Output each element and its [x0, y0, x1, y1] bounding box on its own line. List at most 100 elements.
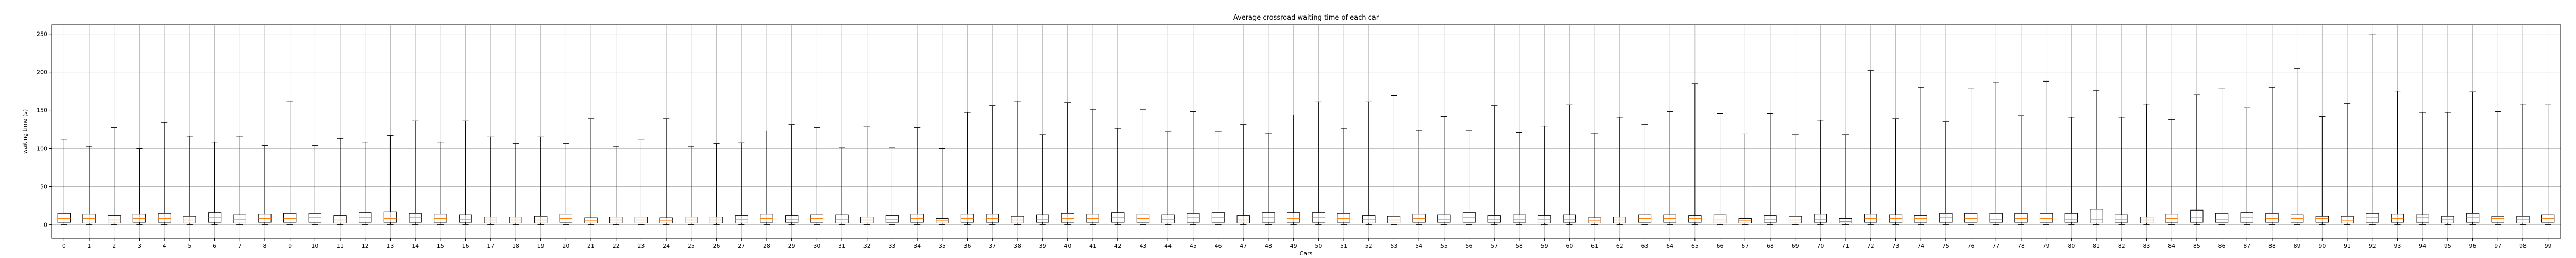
y-tick-label: 250 — [37, 31, 47, 38]
x-tick-label: 22 — [613, 243, 620, 249]
iqr-box — [1236, 215, 1250, 223]
box-car-48 — [1262, 133, 1275, 225]
x-tick-label: 75 — [1942, 243, 1950, 249]
iqr-box — [534, 216, 548, 223]
box-car-11 — [333, 138, 347, 225]
x-tick-label: 27 — [738, 243, 745, 249]
iqr-box — [1061, 213, 1075, 223]
iqr-box — [785, 215, 799, 223]
x-tick-label: 49 — [1290, 243, 1297, 249]
box-car-54 — [1412, 130, 1426, 225]
x-tick-label: 83 — [2143, 243, 2150, 249]
x-tick-label: 74 — [1917, 243, 1924, 249]
iqr-box — [258, 214, 272, 223]
x-tick-label: 21 — [587, 243, 595, 249]
box-car-67 — [1738, 133, 1752, 225]
x-tick-label: 19 — [537, 243, 545, 249]
x-tick-label: 46 — [1215, 243, 1222, 249]
box-car-9 — [283, 101, 297, 225]
iqr-box — [2215, 213, 2229, 223]
box-car-61 — [1588, 133, 1601, 225]
box-car-58 — [1513, 132, 1526, 225]
y-tick-label: 200 — [37, 69, 47, 76]
x-tick-label: 81 — [2093, 243, 2100, 249]
x-tick-label: 7 — [238, 243, 242, 249]
box-car-55 — [1437, 116, 1451, 225]
iqr-box — [2190, 209, 2204, 223]
iqr-box — [1839, 218, 1852, 223]
x-tick-label: 20 — [562, 243, 569, 249]
box-car-70 — [1814, 120, 1827, 225]
box-car-71 — [1839, 134, 1852, 225]
box-car-79 — [2039, 80, 2053, 225]
iqr-box — [1462, 212, 1476, 223]
x-tick-label: 84 — [2168, 243, 2175, 249]
box-car-52 — [1362, 101, 1376, 225]
x-tick-label: 29 — [788, 243, 795, 249]
x-tick-label: 68 — [1767, 243, 1774, 249]
box-car-86 — [2215, 88, 2229, 225]
x-tick-label: 43 — [1139, 243, 1146, 249]
iqr-box — [2090, 209, 2103, 223]
x-tick-label: 32 — [863, 243, 871, 249]
iqr-box — [659, 217, 673, 223]
x-tick-label: 53 — [1390, 243, 1397, 249]
x-tick-label: 6 — [213, 243, 216, 249]
iqr-box — [2391, 214, 2404, 223]
x-tick-label: 56 — [1466, 243, 1473, 249]
x-tick-label: 66 — [1717, 243, 1724, 249]
x-tick-label: 24 — [663, 243, 670, 249]
iqr-box — [1914, 215, 1927, 223]
iqr-box — [1161, 214, 1175, 223]
box-car-18 — [509, 143, 522, 225]
y-tick-label: 0 — [44, 221, 47, 228]
x-tick-label: 71 — [1842, 243, 1849, 249]
x-tick-label: 8 — [263, 243, 266, 249]
iqr-box — [1312, 212, 1326, 223]
chart-title: Average crossroad waiting time of each c… — [1233, 14, 1379, 22]
iqr-box — [57, 213, 71, 223]
x-tick-label: 4 — [163, 243, 166, 249]
box-car-91 — [2341, 103, 2354, 225]
iqr-box — [2441, 216, 2454, 223]
x-tick-label: 70 — [1817, 243, 1824, 249]
box-car-16 — [459, 120, 472, 225]
x-tick-label: 88 — [2268, 243, 2276, 249]
box-car-7 — [233, 136, 246, 225]
box-car-87 — [2240, 107, 2253, 225]
box-car-20 — [559, 143, 573, 225]
x-tick-label: 30 — [813, 243, 820, 249]
iqr-box — [2115, 214, 2128, 223]
iqr-box — [1111, 212, 1125, 223]
x-tick-label: 16 — [462, 243, 469, 249]
box-car-22 — [609, 146, 623, 225]
iqr-box — [1764, 215, 1777, 223]
iqr-box — [1262, 212, 1275, 223]
box-car-89 — [2290, 68, 2304, 225]
box-car-10 — [308, 145, 322, 225]
box-car-8 — [258, 145, 272, 225]
box-car-33 — [885, 147, 899, 225]
iqr-box — [1211, 212, 1225, 223]
iqr-box — [2516, 216, 2530, 223]
box-car-95 — [2441, 112, 2454, 225]
box-car-73 — [1889, 118, 1903, 225]
box-car-53 — [1387, 95, 1401, 225]
x-tick-label: 58 — [1516, 243, 1523, 249]
box-car-13 — [383, 135, 397, 225]
x-tick-label: 17 — [487, 243, 494, 249]
iqr-box — [183, 216, 196, 223]
box-car-96 — [2466, 91, 2480, 225]
box-car-82 — [2115, 117, 2128, 225]
iqr-box — [1788, 216, 1802, 223]
plot-frame — [51, 24, 2561, 239]
box-car-72 — [1864, 70, 1877, 225]
box-car-28 — [760, 131, 773, 225]
box-car-39 — [1036, 134, 1049, 225]
x-tick-label: 55 — [1440, 243, 1448, 249]
iqr-box — [1337, 213, 1350, 223]
box-car-47 — [1236, 124, 1250, 225]
box-car-29 — [785, 124, 799, 225]
box-car-84 — [2165, 119, 2178, 225]
